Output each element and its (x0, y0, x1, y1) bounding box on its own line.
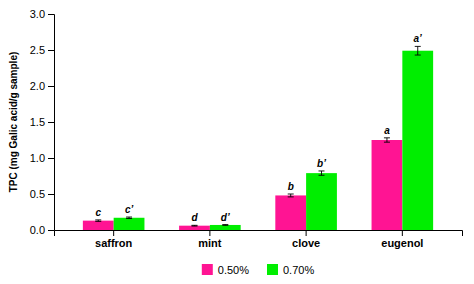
error-bar-cap (319, 175, 325, 176)
legend-swatch (202, 264, 213, 275)
bar (210, 225, 241, 230)
y-tick: 2.0 (30, 80, 54, 92)
legend-label: 0.50% (218, 264, 249, 276)
x-tick: clove (292, 230, 320, 249)
legend-item: 0.50% (202, 264, 249, 276)
error-bar-cap (126, 218, 132, 219)
annotation: d (191, 212, 198, 223)
y-tick-label: 0.0 (30, 224, 45, 236)
error-bar-cap (191, 225, 197, 226)
annotation: b’ (317, 158, 326, 169)
legend-swatch (267, 264, 278, 275)
error-bar-stem (321, 171, 322, 175)
error-bar (191, 225, 197, 227)
error-bar (126, 217, 132, 218)
y-tick-label: 3.0 (30, 8, 45, 20)
error-bar-stem (386, 138, 387, 142)
y-tick: 0.5 (30, 188, 54, 200)
y-tick-mark (48, 158, 54, 159)
y-tick: 0.0 (30, 224, 54, 236)
y-tick-label: 2.5 (30, 44, 45, 56)
y-tick-mark (48, 14, 54, 15)
chart: 0.0 0.5 1.0 1.5 2.0 2.5 3.0 saffron mint clove eug… (0, 0, 474, 284)
error-bar-cap (288, 194, 294, 195)
bar (306, 173, 337, 230)
error-bar (319, 171, 325, 175)
error-bar-cap (384, 142, 390, 143)
y-tick: 3.0 (30, 8, 54, 20)
x-tick-mark (402, 230, 403, 236)
bar (372, 140, 403, 230)
y-tick-label: 1.0 (30, 152, 45, 164)
x-tick-label: clove (292, 237, 320, 249)
x-tick-label: mint (198, 237, 222, 249)
x-axis: saffron mint clove eugenol (55, 230, 463, 249)
error-bar-cap (95, 221, 101, 222)
error-bar-cap (384, 137, 390, 138)
error-bar-cap (415, 46, 421, 47)
y-tick-label: 0.5 (30, 188, 45, 200)
error-bar-cap (222, 224, 228, 225)
error-bar-cap (415, 55, 421, 56)
y-tick-label: 1.5 (30, 116, 45, 128)
error-bar-cap (319, 170, 325, 171)
x-tick: mint (198, 230, 222, 249)
x-tick-mark (113, 230, 114, 236)
error-bar-cap (288, 196, 294, 197)
error-bar-stem (417, 46, 418, 55)
y-tick: 1.5 (30, 116, 54, 128)
legend: 0.50% 0.70% (202, 264, 315, 276)
annotation: d’ (221, 212, 230, 223)
x-tick-label: eugenol (381, 237, 423, 249)
bar (114, 218, 145, 230)
bar (275, 195, 306, 230)
x-tick: eugenol (381, 230, 423, 249)
legend-label: 0.70% (283, 264, 314, 276)
x-tick-mark (306, 230, 307, 236)
series (83, 138, 402, 230)
legend-item: 0.70% (267, 264, 314, 276)
y-tick-mark (48, 230, 54, 231)
y-tick-label: 2.0 (30, 80, 45, 92)
error-bar-cap (95, 219, 101, 220)
error-bar (415, 46, 421, 55)
y-axis-line (48, 15, 55, 231)
annotations: c d b a c’ d’ b’ a’ (95, 33, 422, 223)
series (114, 46, 433, 230)
bar (179, 226, 210, 230)
y-tick-mark (48, 122, 54, 123)
y-tick: 1.0 (30, 152, 54, 164)
error-bar-cap (222, 225, 228, 226)
x-axis-line (55, 231, 463, 237)
x-tick-label: saffron (95, 237, 133, 249)
error-bar (95, 220, 101, 221)
error-bar-cap (191, 226, 197, 227)
annotation: a (384, 125, 390, 136)
bar (402, 51, 433, 230)
x-tick: saffron (95, 230, 133, 249)
y-tick-mark (48, 50, 54, 51)
y-axis-title: TPC (mg Galic acid/g sample) (8, 52, 19, 193)
error-bar-cap (126, 217, 132, 218)
y-axis: 0.0 0.5 1.0 1.5 2.0 2.5 3.0 (30, 8, 55, 236)
annotation: b (288, 181, 294, 192)
annotation: c (95, 207, 101, 218)
x-tick-mark (209, 230, 210, 236)
marks (83, 46, 433, 230)
plot: 0.0 0.5 1.0 1.5 2.0 2.5 3.0 saffron mint clove eug… (30, 8, 463, 249)
annotation: c’ (125, 204, 134, 215)
error-bar (384, 138, 390, 142)
y-tick-mark (48, 194, 54, 195)
error-bar (288, 194, 294, 197)
error-bar (222, 224, 228, 226)
annotation: a’ (414, 33, 423, 44)
y-tick: 2.5 (30, 44, 54, 56)
y-tick-mark (48, 86, 54, 87)
bar (83, 221, 114, 230)
